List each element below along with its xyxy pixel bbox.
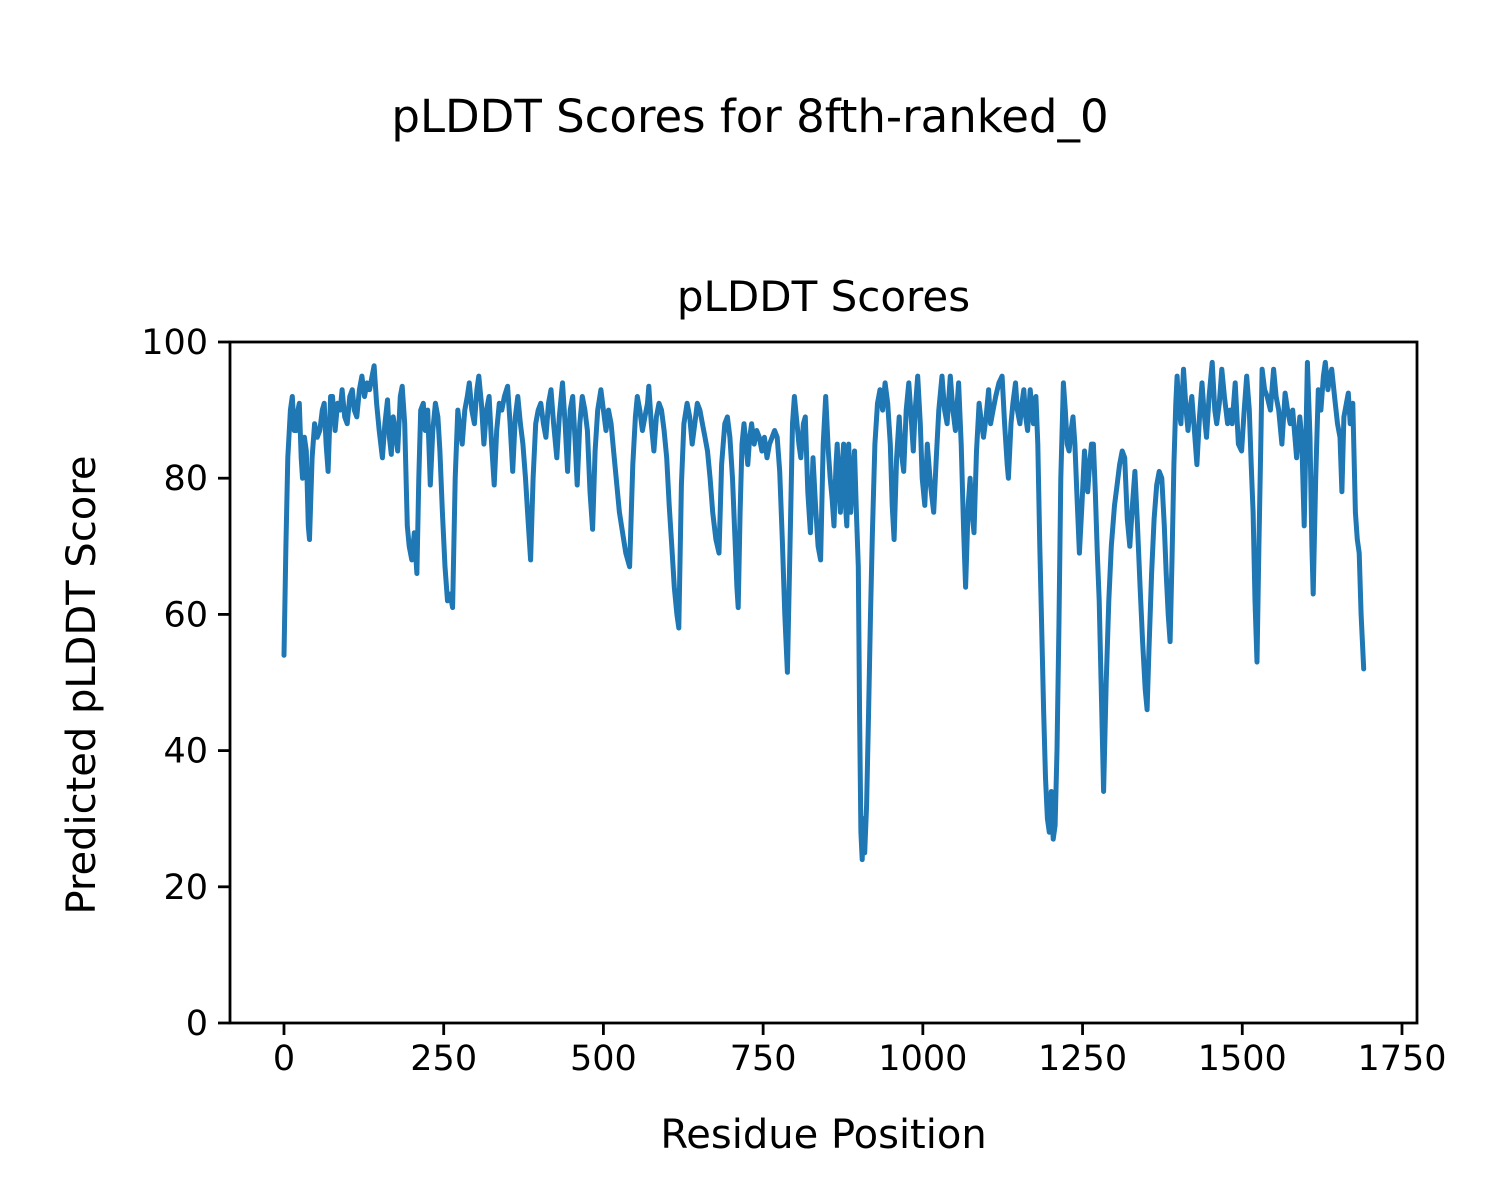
x-axis-label: Residue Position bbox=[660, 1112, 987, 1158]
plddt-line bbox=[281, 359, 1367, 863]
y-tick-label: 60 bbox=[163, 595, 208, 635]
x-tick-label: 500 bbox=[570, 1039, 637, 1079]
x-tick-label: 750 bbox=[730, 1039, 797, 1079]
x-tick-label: 1250 bbox=[1038, 1039, 1127, 1079]
x-tick-group: 0 250 500 750 1000 1250 1500 1750 bbox=[273, 1023, 1447, 1079]
x-tick-label: 0 bbox=[273, 1039, 295, 1079]
y-axis-label: Predicted pLDDT Score bbox=[59, 455, 105, 915]
y-tick-group: 0 20 40 60 80 100 bbox=[141, 323, 230, 1044]
axes-frame bbox=[228, 340, 1419, 1025]
x-tick-label: 1500 bbox=[1198, 1039, 1287, 1079]
y-tick-label: 40 bbox=[163, 732, 208, 772]
y-tick-label: 80 bbox=[163, 459, 208, 499]
axes-title: pLDDT Scores bbox=[676, 272, 971, 321]
y-tick-label: 0 bbox=[186, 1004, 208, 1044]
x-tick-label: 1000 bbox=[878, 1039, 967, 1079]
y-tick-label: 100 bbox=[141, 323, 208, 363]
x-tick-label: 250 bbox=[410, 1039, 477, 1079]
y-tick-label: 20 bbox=[163, 868, 208, 908]
figure-title: pLDDT Scores for 8fth-ranked_0 bbox=[391, 90, 1109, 143]
x-tick-label: 1750 bbox=[1357, 1039, 1446, 1079]
